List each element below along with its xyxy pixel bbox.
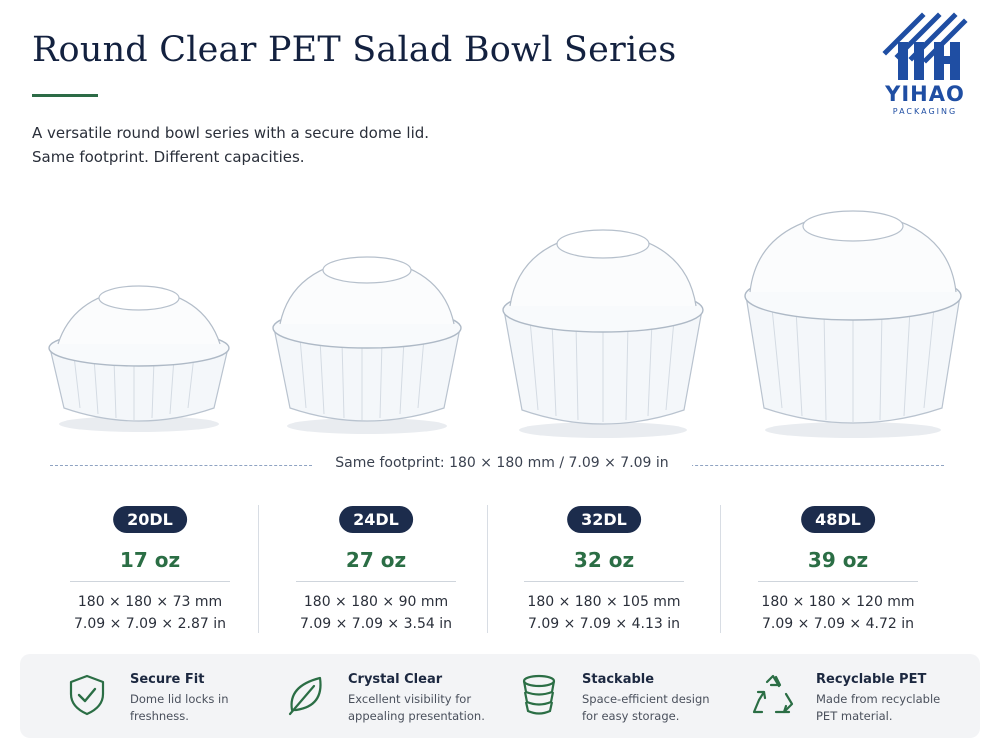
- ounce-value: 27 oz: [345, 548, 407, 572]
- dimensions-mm: 180 × 180 × 120 mm: [761, 594, 915, 610]
- column-divider: [720, 505, 721, 633]
- spec-divider: [524, 581, 684, 582]
- ounce-value: 32 oz: [573, 548, 635, 572]
- title-underline: [32, 94, 98, 97]
- stacked-bowls-icon: [522, 674, 556, 715]
- feature-title: Recyclable PET: [816, 672, 927, 687]
- page-title: Round Clear PET Salad Bowl Series: [32, 30, 677, 70]
- spec-divider: [296, 581, 456, 582]
- product-spec-24dl: 24DL 27 oz 180 × 180 × 90 mm 7.09 × 7.09…: [266, 504, 486, 644]
- feature-description: Made from recyclable PET material.: [816, 691, 986, 725]
- dimensions-mm: 180 × 180 × 90 mm: [303, 594, 449, 610]
- feature-recyclable: Recyclable PET Made from recyclable PET …: [750, 654, 970, 738]
- brand-logo: YIHAO PACKAGING: [870, 10, 980, 120]
- feature-description-line: Made from recyclable: [816, 692, 941, 706]
- footprint-dashed-line-right: [670, 465, 944, 466]
- feature-description: Space-efficient design for easy storage.: [582, 691, 752, 725]
- ounce-value: 39 oz: [807, 548, 869, 572]
- capacity-badge: 48DL: [801, 506, 875, 533]
- bowl-20dl-image: [48, 285, 230, 432]
- feature-title: Crystal Clear: [348, 672, 443, 687]
- product-spec-48dl: 48DL 39 oz 180 × 180 × 120 mm 7.09 × 7.0…: [728, 504, 948, 644]
- feature-crystal-clear: Crystal Clear Excellent visibility for a…: [282, 654, 512, 738]
- leaf-icon: [288, 676, 322, 716]
- feature-description-line: Dome lid locks in: [130, 692, 229, 706]
- bowl-32dl-image: [502, 229, 704, 438]
- feature-description-line: Excellent visibility for: [348, 692, 472, 706]
- capacity-badge: 20DL: [113, 506, 187, 533]
- recycle-icon: [752, 674, 794, 714]
- product-spec-32dl: 32DL 32 oz 180 × 180 × 105 mm 7.09 × 7.0…: [494, 504, 714, 644]
- dimensions-in: 7.09 × 7.09 × 4.13 in: [528, 616, 680, 632]
- features-bar: Secure Fit Dome lid locks in freshness. …: [20, 654, 980, 738]
- bowl-24dl-image: [272, 256, 462, 434]
- footprint-label: Same footprint: 180 × 180 mm / 7.09 × 7.…: [312, 455, 692, 471]
- spec-divider: [758, 581, 918, 582]
- feature-stackable: Stackable Space-efficient design for eas…: [516, 654, 736, 738]
- feature-description-line: Space-efficient design: [582, 692, 710, 706]
- capacity-badge: 24DL: [339, 506, 413, 533]
- subtitle-line-2: Same footprint. Different capacities.: [32, 148, 305, 166]
- product-photos: [0, 200, 1000, 440]
- capacity-badge: 32DL: [567, 506, 641, 533]
- dimensions-mm: 180 × 180 × 73 mm: [77, 594, 223, 610]
- subtitle: A versatile round bowl series with a sec…: [32, 121, 429, 169]
- feature-title: Stackable: [582, 672, 655, 687]
- logo-subtitle: PACKAGING: [892, 107, 958, 116]
- logo-mark-icon: [882, 12, 968, 80]
- feature-description: Dome lid locks in freshness.: [130, 691, 300, 725]
- column-divider: [487, 505, 488, 633]
- subtitle-line-1: A versatile round bowl series with a sec…: [32, 124, 430, 142]
- dimensions-in: 7.09 × 7.09 × 2.87 in: [74, 616, 226, 632]
- feature-description-line: PET material.: [816, 709, 893, 723]
- dimensions-mm: 180 × 180 × 105 mm: [527, 594, 681, 610]
- feature-secure-fit: Secure Fit Dome lid locks in freshness.: [64, 654, 274, 738]
- product-spec-20dl: 20DL 17 oz 180 × 180 × 73 mm 7.09 × 7.09…: [40, 504, 260, 644]
- ounce-value: 17 oz: [119, 548, 181, 572]
- bowl-48dl-image: [744, 210, 962, 438]
- column-divider: [258, 505, 259, 633]
- feature-description-line: for easy storage.: [582, 709, 680, 723]
- shield-check-icon: [69, 674, 105, 716]
- feature-description-line: appealing presentation.: [348, 709, 485, 723]
- feature-description-line: freshness.: [130, 709, 189, 723]
- feature-description: Excellent visibility for appealing prese…: [348, 691, 518, 725]
- logo-name: YIHAO: [885, 82, 965, 106]
- dimensions-in: 7.09 × 7.09 × 4.72 in: [762, 616, 914, 632]
- footprint-dashed-line-left: [50, 465, 322, 466]
- spec-divider: [70, 581, 230, 582]
- feature-title: Secure Fit: [130, 672, 205, 687]
- dimensions-in: 7.09 × 7.09 × 3.54 in: [300, 616, 452, 632]
